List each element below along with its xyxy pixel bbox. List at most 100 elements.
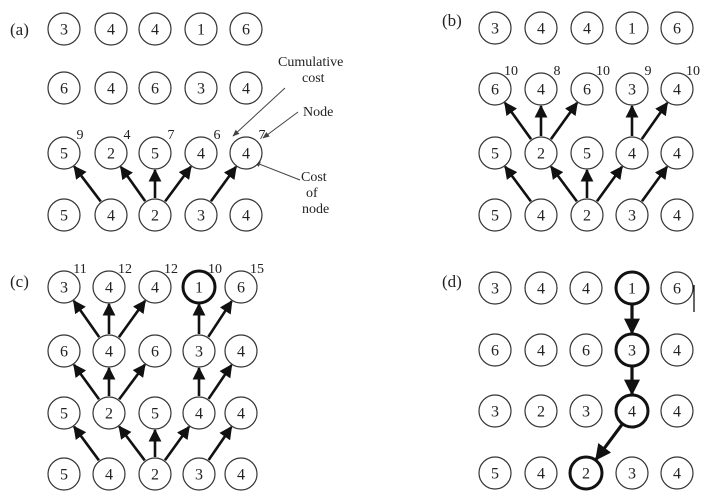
node-value: 3 (491, 281, 499, 298)
cost-of-node-pointer (253, 161, 301, 181)
node-value: 3 (491, 404, 499, 421)
cumulative-cost-value: 9 (645, 64, 652, 79)
node-value: 4 (583, 21, 591, 38)
node-circle (47, 12, 81, 46)
node-pointer (262, 111, 299, 139)
node-value: 3 (628, 343, 636, 360)
grid-node: 6 (570, 72, 604, 106)
cumulative-cost-value: 12 (164, 262, 178, 277)
grid-node: 5 (47, 457, 81, 491)
node-circle (47, 334, 81, 368)
node-circle (660, 72, 694, 106)
node-circle (524, 72, 558, 106)
node-circle (92, 396, 126, 430)
grid-node: 4 (524, 11, 558, 45)
edge-arrow (73, 165, 102, 203)
node-value: 2 (105, 406, 113, 423)
grid-node: 6 (660, 271, 694, 305)
cumulative-cost-pointer (232, 87, 286, 137)
grid-node: 6 (47, 334, 81, 368)
nodes-b: 3 4 4 1 6 6 4 6 3 4 5 2 5 4 4 5 4 2 3 4 (478, 11, 694, 232)
node-circle (47, 71, 81, 105)
node-value: 3 (628, 208, 636, 225)
node-circle (568, 455, 604, 491)
grid-node: 4 (524, 271, 558, 305)
node-value: 4 (537, 21, 545, 38)
nodes-d: 3 4 4 1 6 6 4 6 3 4 3 2 3 4 4 5 4 2 3 4 (478, 270, 694, 491)
grid-node: 6 (138, 71, 172, 105)
grid-node: 4 (94, 198, 128, 232)
node-value: 4 (537, 82, 545, 99)
cumulative-cost-value: 8 (554, 64, 561, 79)
node-circle (478, 198, 512, 232)
node-value: 4 (537, 466, 545, 483)
node-value: 6 (237, 280, 245, 297)
node-circle (138, 396, 172, 430)
node-circle (224, 270, 258, 304)
node-value: 4 (151, 280, 159, 297)
grid-node: 6 (138, 334, 172, 368)
edge-arrow (640, 101, 669, 140)
node-circle (229, 198, 263, 232)
cumulative-cost-value: 10 (208, 262, 222, 277)
node-circle (92, 334, 126, 368)
node-value: 6 (60, 81, 68, 98)
node-value: 2 (583, 208, 591, 225)
node-circle (660, 11, 694, 45)
grid-node: 5 (138, 136, 172, 170)
node-value: 4 (673, 146, 681, 163)
node-value: 6 (151, 344, 159, 361)
node-value: 2 (537, 404, 545, 421)
node-circle (570, 72, 604, 106)
node-circle (138, 136, 172, 170)
node-value: 5 (491, 146, 499, 163)
node-circle (94, 71, 128, 105)
node-value: 4 (673, 208, 681, 225)
grid-node: 6 (569, 333, 603, 367)
cumulative-cost-value: 15 (250, 262, 264, 277)
grid-node: 5 (570, 136, 604, 170)
panel-b: (b) 3 4 4 1 6 6 4 6 3 4 5 2 5 4 4 5 4 2 3 4 10 8 10 9 10 (442, 11, 700, 232)
node-value: 4 (107, 81, 115, 98)
node-circle (478, 72, 512, 106)
grid-node: 4 (94, 71, 128, 105)
node-circle (524, 333, 558, 367)
grid-node: 5 (478, 136, 512, 170)
grid-node: 2 (94, 136, 128, 170)
node-value: 6 (60, 344, 68, 361)
cumulative-cost-value: 11 (73, 262, 86, 277)
grid-node: 5 (47, 396, 81, 430)
panel-c: (c) 3 4 4 1 6 6 4 6 3 4 5 2 5 4 4 5 4 2 3 4 11 12 12 10 15 (10, 262, 264, 491)
node-value: 4 (673, 404, 681, 421)
cost-of-node-label-line2: of (306, 186, 318, 201)
node-value: 4 (582, 281, 590, 298)
grid-node: 4 (615, 136, 649, 170)
edges-c (72, 299, 233, 462)
grid-node: 4 (524, 333, 558, 367)
node-circle (524, 11, 558, 45)
node-circle (138, 198, 172, 232)
grid-node: 6 (478, 72, 512, 106)
node-value: 4 (151, 22, 159, 39)
grid-node: 4 (570, 11, 604, 45)
grid-node: 6 (660, 11, 694, 45)
panel-d: (d) 3 4 4 1 6 6 4 6 3 4 3 2 3 4 4 5 4 2 3 4 (442, 270, 694, 491)
node-value: 3 (195, 467, 203, 484)
node-circle (478, 11, 512, 45)
edge-arrow (207, 363, 233, 400)
node-circle (181, 269, 217, 305)
panel-label-b: (b) (442, 11, 462, 30)
node-circle (660, 456, 694, 490)
grid-node: 2 (138, 198, 172, 232)
node-circle (524, 394, 558, 428)
grid-node: 4 (92, 334, 126, 368)
grid-node: 3 (47, 12, 81, 46)
grid-node: 4 (524, 456, 558, 490)
node-circle (524, 271, 558, 305)
node-circle (614, 270, 650, 306)
node-circle (478, 271, 512, 305)
grid-node: 2 (524, 136, 558, 170)
node-circle (47, 270, 81, 304)
cumulative-cost-value: 10 (686, 64, 700, 79)
